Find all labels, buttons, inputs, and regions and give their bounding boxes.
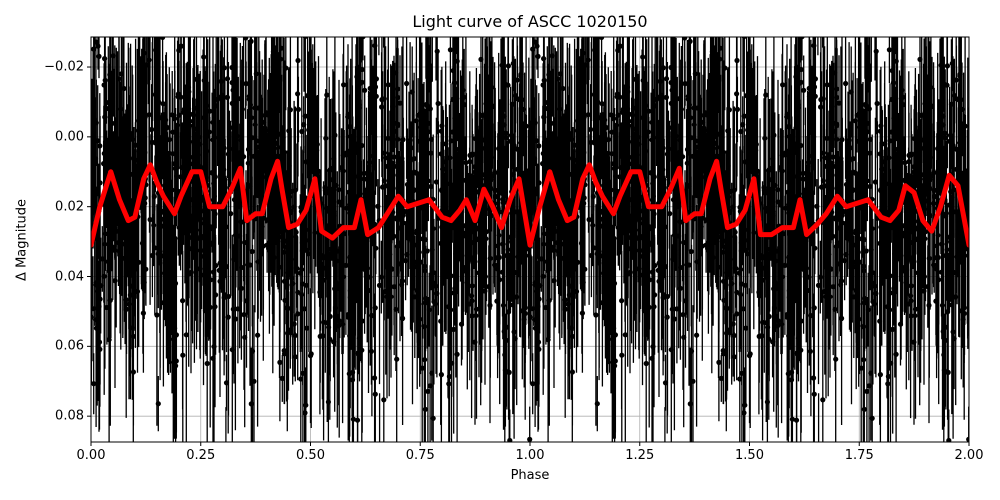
x-tick-label: 0.75: [405, 448, 435, 463]
y-tick-label: 0.08: [55, 408, 84, 424]
y-tick-label: 0.02: [55, 199, 84, 215]
x-tick-label: 1.25: [625, 448, 655, 463]
chart-title: Light curve of ASCC 1020150: [412, 12, 648, 31]
x-tick-label: 1.50: [735, 448, 764, 463]
x-tick-label: 1.00: [515, 448, 545, 463]
y-tick-label: 0.06: [55, 338, 84, 354]
x-tick-label: 1.75: [844, 448, 874, 463]
x-tick-label: 0.00: [76, 448, 106, 463]
x-tick-label: 0.50: [296, 448, 325, 463]
model-curve: [91, 158, 969, 248]
x-tick-label: 2.00: [954, 448, 984, 463]
x-axis-label: Phase: [510, 468, 550, 483]
y-tick-label: 0.00: [55, 129, 84, 145]
axis-ticks: [87, 66, 970, 446]
y-tick-label: 0.04: [55, 269, 84, 284]
y-tick-label: −0.02: [44, 59, 84, 75]
x-tick-label: 0.25: [186, 448, 216, 463]
